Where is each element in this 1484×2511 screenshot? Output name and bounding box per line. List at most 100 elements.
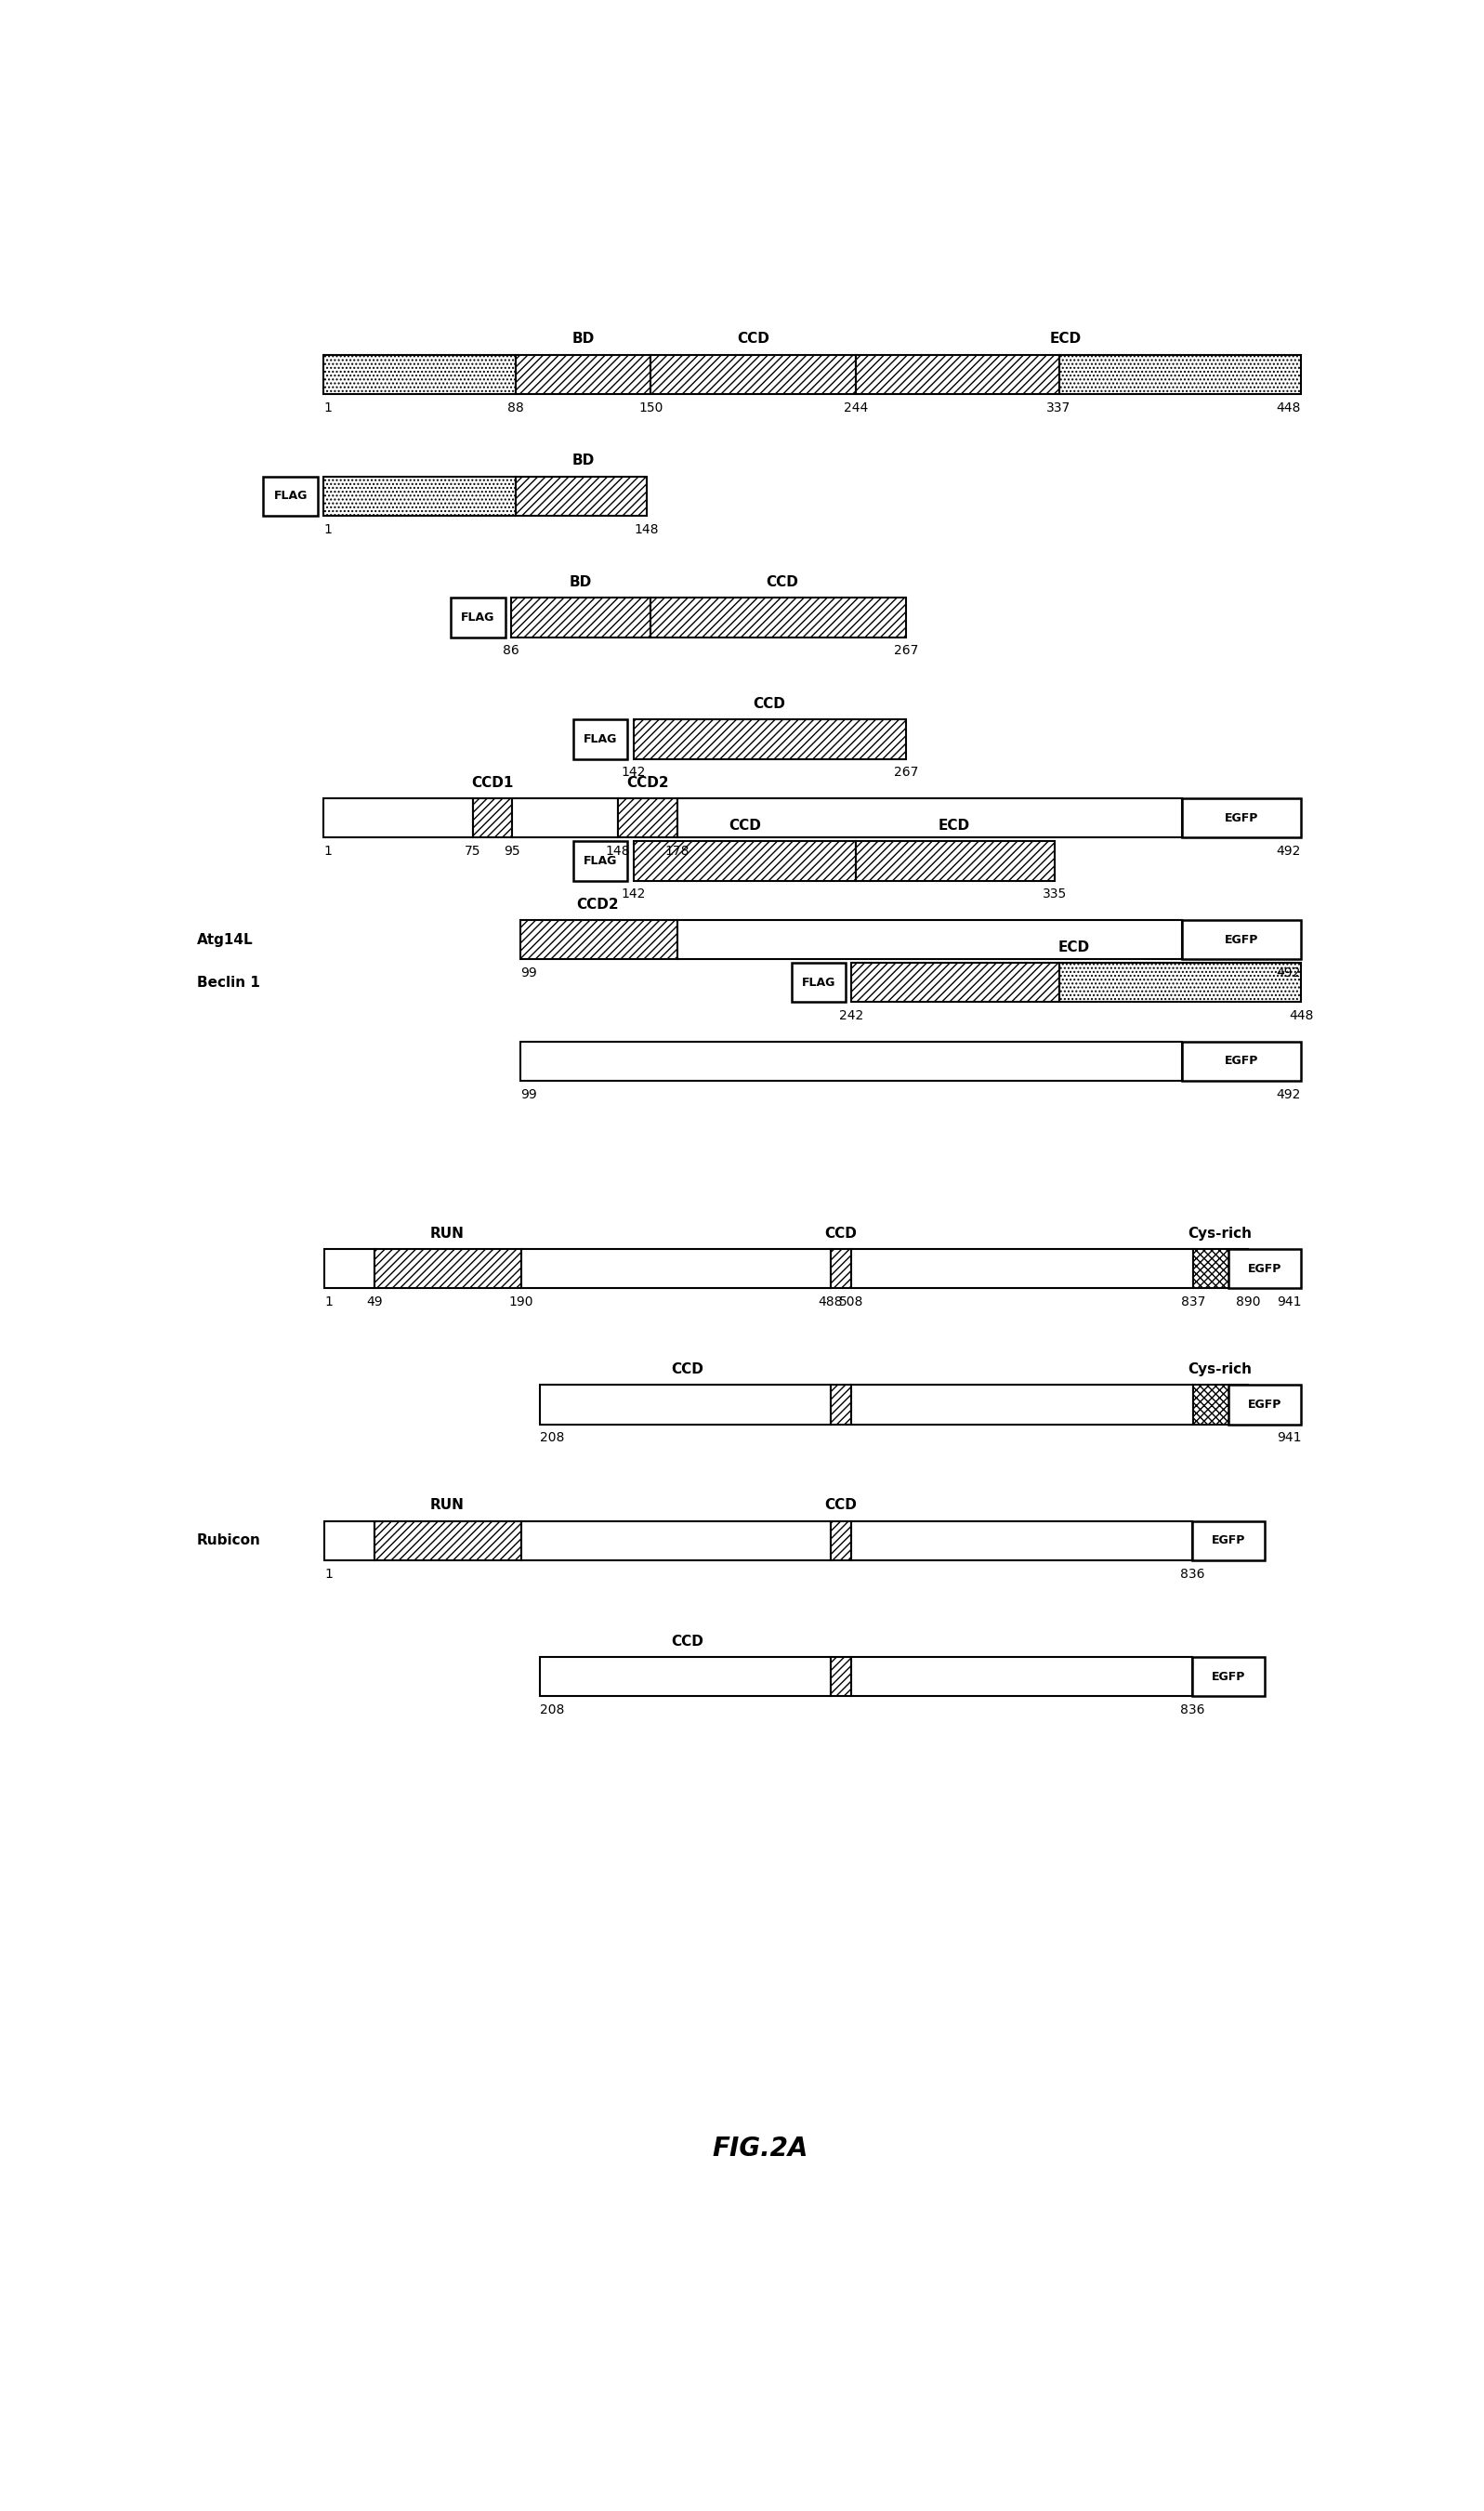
Text: 1: 1 <box>324 402 332 414</box>
Text: EGFP: EGFP <box>1248 1399 1282 1411</box>
Bar <box>634 841 856 881</box>
Bar <box>540 1386 831 1424</box>
Bar <box>831 1386 852 1424</box>
Text: BD: BD <box>571 454 595 467</box>
Text: CCD: CCD <box>825 1225 858 1240</box>
Text: FLAG: FLAG <box>583 733 617 746</box>
Text: 508: 508 <box>838 1296 864 1308</box>
Text: FLAG: FLAG <box>273 490 307 502</box>
Text: 335: 335 <box>1042 889 1067 901</box>
Bar <box>634 721 907 758</box>
Bar <box>1060 354 1301 394</box>
Bar <box>852 1248 1193 1288</box>
Text: 88: 88 <box>508 402 524 414</box>
Bar <box>515 354 651 394</box>
Bar <box>512 798 617 839</box>
Text: ECD: ECD <box>938 819 971 834</box>
Text: 244: 244 <box>844 402 868 414</box>
Bar <box>1229 1248 1301 1288</box>
Text: FLAG: FLAG <box>801 977 835 989</box>
Bar <box>510 598 651 638</box>
Text: 337: 337 <box>1046 402 1071 414</box>
Text: BD: BD <box>571 331 595 347</box>
Text: 148: 148 <box>634 522 659 535</box>
Text: 86: 86 <box>503 645 519 658</box>
Bar <box>1181 1042 1301 1080</box>
Bar <box>324 354 515 394</box>
Text: 49: 49 <box>367 1296 383 1308</box>
Bar <box>1193 1386 1248 1424</box>
Bar <box>472 798 512 839</box>
Bar <box>852 962 1060 1002</box>
Bar <box>1192 1522 1264 1559</box>
Text: 148: 148 <box>605 844 629 859</box>
Text: FLAG: FLAG <box>462 613 496 623</box>
Text: ECD: ECD <box>1049 331 1082 347</box>
Text: 941: 941 <box>1276 1296 1301 1308</box>
Bar <box>791 962 846 1002</box>
Text: EGFP: EGFP <box>1224 1055 1258 1067</box>
Bar <box>1229 1386 1301 1424</box>
Bar <box>573 721 628 758</box>
Bar <box>1060 962 1301 1002</box>
Text: CCD: CCD <box>671 1635 703 1647</box>
Bar <box>1193 1248 1248 1288</box>
Text: 448: 448 <box>1276 402 1301 414</box>
Bar <box>263 477 318 515</box>
Bar <box>852 1657 1192 1697</box>
Text: 836: 836 <box>1180 1567 1205 1579</box>
Bar <box>324 477 515 515</box>
Text: 492: 492 <box>1276 1087 1301 1102</box>
Text: 142: 142 <box>622 889 646 901</box>
Text: 890: 890 <box>1236 1296 1260 1308</box>
Text: CCD: CCD <box>752 698 785 711</box>
Bar <box>374 1248 521 1288</box>
Bar <box>831 1248 852 1288</box>
Text: EGFP: EGFP <box>1248 1263 1282 1276</box>
Text: CCD2: CCD2 <box>576 896 619 911</box>
Bar <box>540 1657 831 1697</box>
Text: 1: 1 <box>324 844 332 859</box>
Bar <box>451 598 506 638</box>
Text: ECD: ECD <box>1058 939 1091 954</box>
Bar <box>521 1042 1181 1080</box>
Text: FIG.2A: FIG.2A <box>712 2137 809 2162</box>
Text: 75: 75 <box>464 844 481 859</box>
Text: 1: 1 <box>324 522 332 535</box>
Text: 99: 99 <box>521 967 537 979</box>
Bar <box>651 354 856 394</box>
Text: 242: 242 <box>840 1009 864 1022</box>
Text: 488: 488 <box>818 1296 843 1308</box>
Bar <box>852 1386 1193 1424</box>
Bar <box>1181 919 1301 959</box>
Text: CCD: CCD <box>766 575 798 590</box>
Text: 492: 492 <box>1276 844 1301 859</box>
Text: 836: 836 <box>1180 1702 1205 1718</box>
Bar <box>515 477 647 515</box>
Bar <box>677 798 1181 839</box>
Text: EGFP: EGFP <box>1224 934 1258 947</box>
Bar <box>521 1248 831 1288</box>
Text: CCD: CCD <box>738 331 770 347</box>
Text: EGFP: EGFP <box>1211 1670 1245 1682</box>
Text: CCD: CCD <box>671 1363 703 1376</box>
Text: 1: 1 <box>325 1296 332 1308</box>
Text: Cys-rich: Cys-rich <box>1189 1363 1252 1376</box>
Text: RUN: RUN <box>430 1225 464 1240</box>
Text: 941: 941 <box>1276 1431 1301 1444</box>
Text: CCD: CCD <box>825 1499 858 1512</box>
Bar <box>856 354 1060 394</box>
Text: Rubicon: Rubicon <box>197 1534 261 1547</box>
Text: 99: 99 <box>521 1087 537 1102</box>
Text: BD: BD <box>570 575 592 590</box>
Text: 142: 142 <box>622 766 646 778</box>
Text: 190: 190 <box>509 1296 533 1308</box>
Text: 448: 448 <box>1288 1009 1313 1022</box>
Text: 95: 95 <box>505 844 521 859</box>
Bar <box>677 919 1181 959</box>
Bar <box>831 1657 852 1697</box>
Bar <box>852 1522 1192 1559</box>
Text: 267: 267 <box>893 766 919 778</box>
Bar <box>1192 1657 1264 1697</box>
Text: Cys-rich: Cys-rich <box>1189 1225 1252 1240</box>
